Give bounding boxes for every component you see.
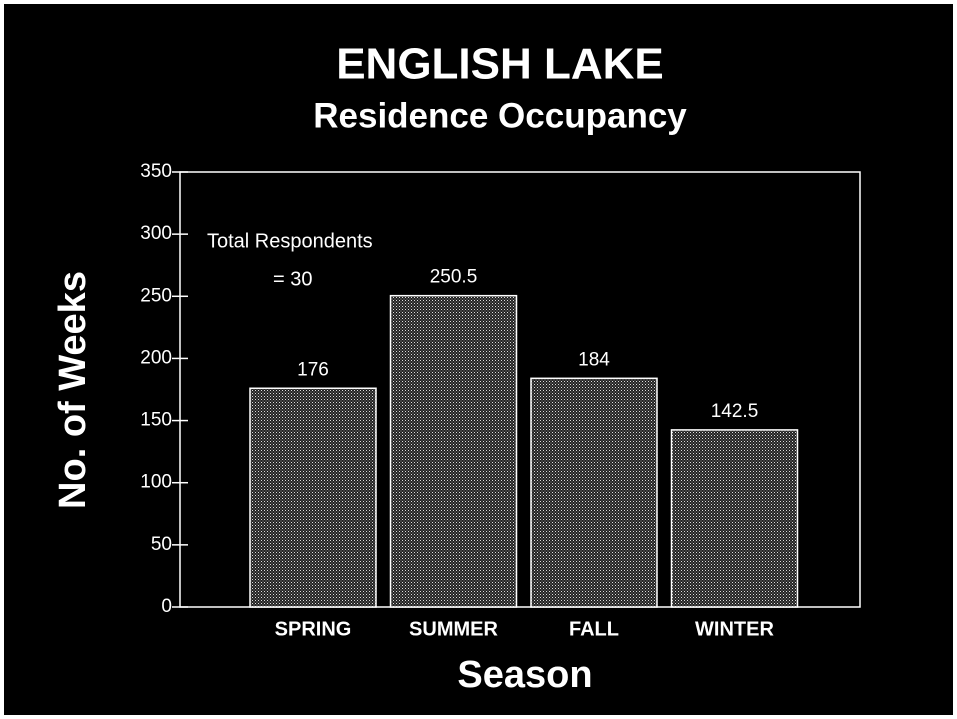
y-axis-label: No. of Weeks [52,271,94,509]
y-tick-label: 350 [140,161,172,182]
x-axis-label: Season [457,654,592,696]
bar [249,387,377,608]
annotation: = 30 [273,268,312,290]
data-label: 250.5 [430,267,478,288]
y-tick-label: 250 [140,285,172,306]
y-tick-label: 100 [140,472,172,493]
chart-title: ENGLISH LAKE [336,40,664,89]
data-label: 176 [297,359,329,380]
x-tick-label: WINTER [695,618,774,640]
data-label: 142.5 [711,401,759,422]
y-tick-label: 300 [140,223,172,244]
plot-frame [179,171,861,608]
y-tick-label: 200 [140,347,172,368]
x-tick-label: FALL [569,618,619,640]
data-label: 184 [578,349,610,370]
y-tick-label: 50 [151,534,172,555]
y-tick-label: 150 [140,410,172,431]
x-tick-label: SUMMER [409,618,498,640]
x-tick-label: SPRING [275,618,352,640]
bar [530,377,658,608]
annotation: Total Respondents [207,230,373,252]
y-tick-label: 0 [161,596,172,617]
bar [389,294,518,608]
chart-subtitle: Residence Occupancy [313,96,687,135]
bar [670,429,799,608]
